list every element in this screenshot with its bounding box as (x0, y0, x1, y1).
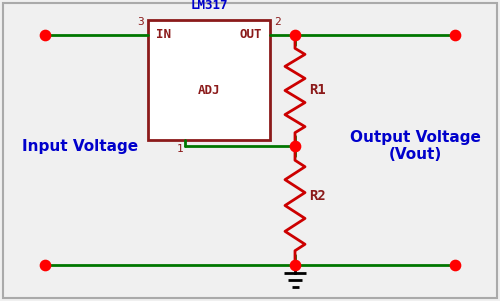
Point (451, 33, 459, 37)
Text: LM317: LM317 (190, 0, 228, 12)
Text: IN: IN (156, 29, 171, 42)
Point (291, 33, 299, 37)
Point (451, 262, 459, 267)
Text: 3: 3 (137, 17, 144, 27)
Text: Output Voltage
(Vout): Output Voltage (Vout) (350, 130, 480, 162)
Text: 2: 2 (274, 17, 281, 27)
Text: 1: 1 (176, 144, 183, 154)
Bar (148, 20, 270, 140)
Point (41, 33, 49, 37)
Point (291, 262, 299, 267)
Text: R1: R1 (309, 83, 326, 98)
Text: OUT: OUT (240, 29, 262, 42)
Text: R2: R2 (309, 188, 326, 203)
Point (41, 262, 49, 267)
Text: ADJ: ADJ (198, 83, 220, 97)
Text: Input Voltage: Input Voltage (22, 138, 138, 154)
Point (291, 144, 299, 148)
